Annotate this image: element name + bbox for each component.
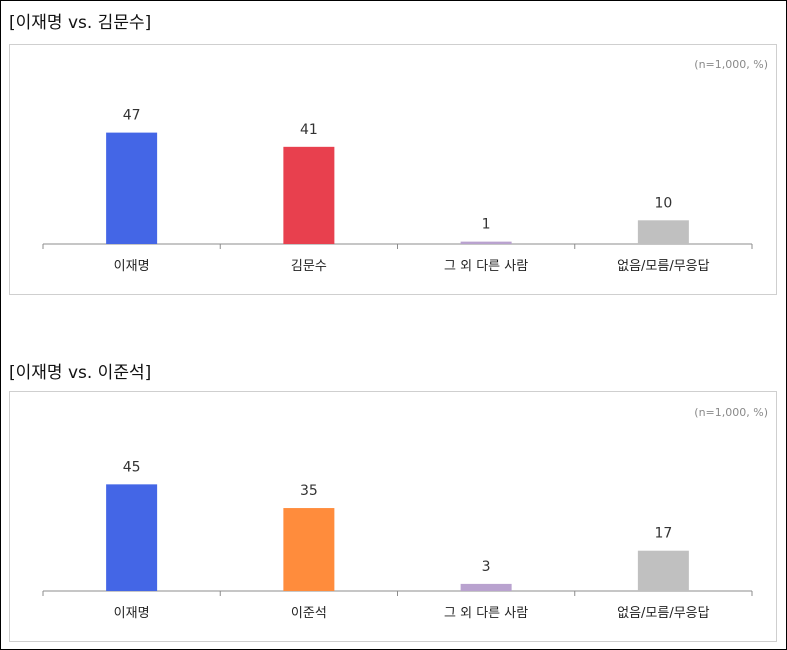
category-label: 없음/모름/무응답 [617, 259, 710, 274]
chart-title-2: [이재명 vs. 이준석] [9, 363, 152, 383]
bar-chart-svg-2: (n=1,000, %) 45 이재명 35 이준석 3 그 외 다른 사람 17 없음/모름… [42, 406, 768, 621]
bar-2 [283, 146, 335, 244]
bar-chart-svg-1: (n=1,000, %) 47 이재명 41 김문수 1 그 외 다른 사람 10 없음/모름… [42, 58, 768, 274]
bar-4 [637, 550, 689, 591]
chart-title-1: [이재명 vs. 김문수] [9, 13, 152, 33]
bar-3 [460, 583, 512, 591]
category-label: 없음/모름/무응답 [617, 606, 710, 621]
bar-4 [637, 220, 689, 244]
data-label: 1 [482, 217, 491, 233]
data-label: 3 [482, 559, 491, 575]
bar-2 [283, 508, 335, 591]
category-label: 이준석 [291, 606, 327, 621]
sample-note-2: (n=1,000, %) [694, 406, 768, 419]
bar-1 [106, 484, 158, 591]
category-label: 이재명 [114, 606, 150, 621]
data-label: 35 [300, 483, 318, 499]
bar-1 [106, 132, 158, 244]
data-label: 47 [123, 108, 141, 124]
data-label: 41 [300, 122, 318, 138]
bar-chart-lee-vs-kim: (n=1,000, %) 47 이재명 41 김문수 1 그 외 다른 사람 10 없음/모름… [9, 44, 777, 295]
data-label: 17 [654, 526, 672, 542]
bar-3 [460, 241, 512, 244]
data-label: 45 [123, 459, 141, 475]
category-label: 이재명 [114, 259, 150, 274]
category-label: 그 외 다른 사람 [444, 259, 528, 274]
sample-note-1: (n=1,000, %) [694, 58, 768, 71]
bar-chart-lee-vs-lee: (n=1,000, %) 45 이재명 35 이준석 3 그 외 다른 사람 17 없음/모름… [9, 391, 777, 642]
category-label: 김문수 [291, 259, 327, 274]
category-label: 그 외 다른 사람 [444, 606, 528, 621]
data-label: 10 [654, 195, 672, 211]
